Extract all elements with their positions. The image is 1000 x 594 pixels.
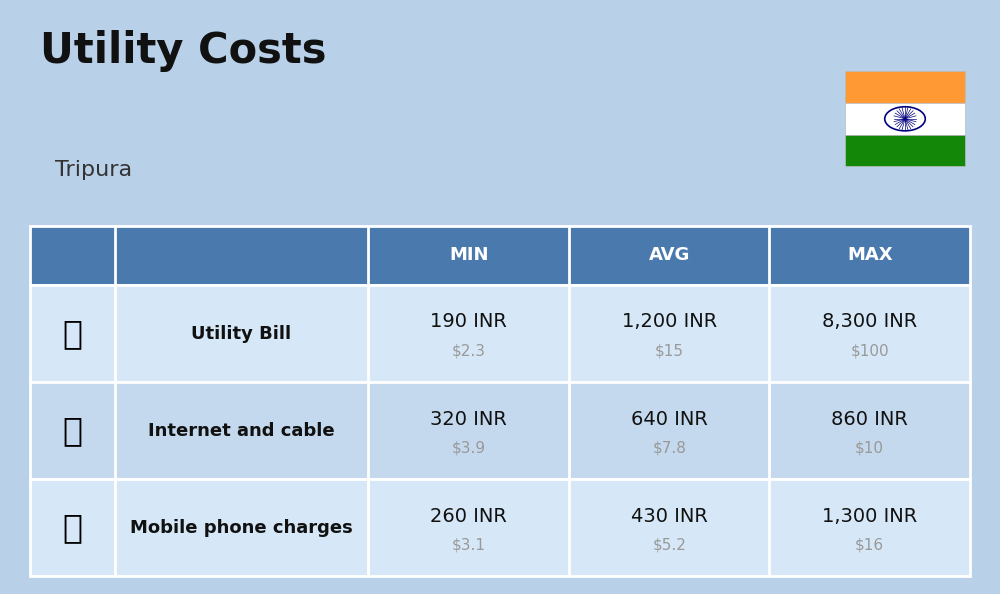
Text: $3.1: $3.1 [452, 538, 486, 552]
Text: 190 INR: 190 INR [430, 312, 507, 331]
Text: $10: $10 [855, 441, 884, 456]
Text: $2.3: $2.3 [452, 343, 486, 359]
Bar [845, 71, 965, 103]
Bar [845, 135, 965, 166]
Text: MAX: MAX [847, 247, 893, 264]
Text: Utility Costs: Utility Costs [40, 30, 326, 72]
Text: Mobile phone charges: Mobile phone charges [130, 519, 353, 536]
Text: 📱: 📱 [62, 511, 82, 544]
Text: 640 INR: 640 INR [631, 409, 708, 428]
Text: 1,300 INR: 1,300 INR [822, 507, 917, 526]
Text: $3.9: $3.9 [452, 441, 486, 456]
Text: $15: $15 [655, 343, 684, 359]
Text: 🔌: 🔌 [62, 317, 82, 350]
Text: 8,300 INR: 8,300 INR [822, 312, 917, 331]
Text: 1,200 INR: 1,200 INR [622, 312, 717, 331]
Text: Utility Bill: Utility Bill [191, 325, 292, 343]
Bar [30, 285, 970, 382]
Text: $16: $16 [855, 538, 884, 552]
Text: 320 INR: 320 INR [430, 409, 507, 428]
Text: Tripura: Tripura [55, 160, 132, 181]
Text: MIN: MIN [449, 247, 488, 264]
Text: 860 INR: 860 INR [831, 409, 908, 428]
Text: $7.8: $7.8 [652, 441, 686, 456]
Bar [30, 479, 970, 576]
Bar [30, 382, 970, 479]
Text: $100: $100 [850, 343, 889, 359]
Bar [42, 389, 103, 472]
Text: $5.2: $5.2 [652, 538, 686, 552]
Text: 📡: 📡 [62, 414, 82, 447]
Text: 430 INR: 430 INR [631, 507, 708, 526]
Bar [30, 226, 970, 285]
Text: AVG: AVG [649, 247, 690, 264]
Text: 260 INR: 260 INR [430, 507, 507, 526]
Bar [42, 292, 103, 375]
Text: Internet and cable: Internet and cable [148, 422, 335, 440]
Bar [42, 486, 103, 569]
Bar [845, 103, 965, 135]
